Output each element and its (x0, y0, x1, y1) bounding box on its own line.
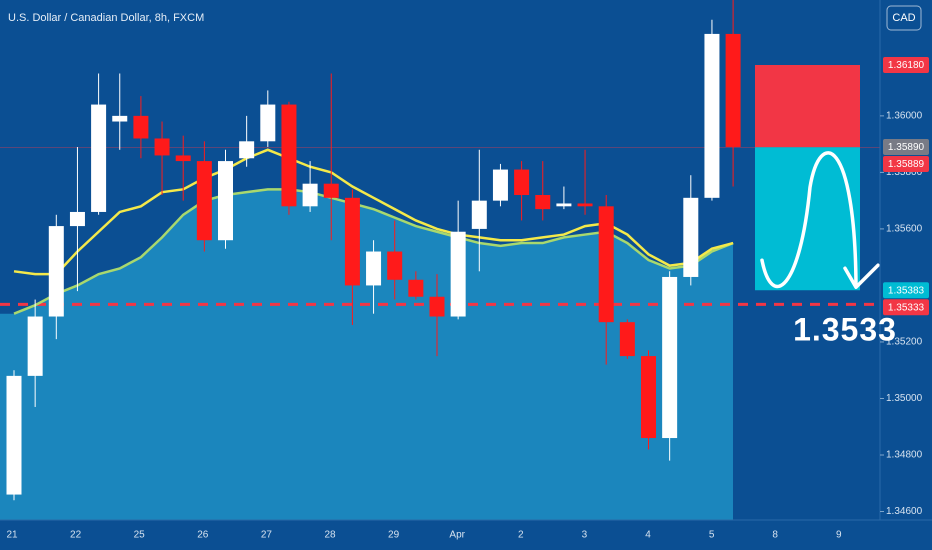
price-tag-label: 1.36180 (888, 60, 925, 71)
x-tick-label: 28 (324, 530, 336, 541)
stop-zone (755, 65, 860, 148)
candle-body (471, 200, 487, 229)
candle-body (323, 183, 339, 198)
y-tick-label: 1.35200 (886, 337, 923, 348)
x-tick-label: 26 (197, 530, 209, 541)
candle-body (133, 115, 149, 139)
currency-label[interactable]: CAD (892, 12, 915, 24)
x-tick-label: Apr (449, 530, 465, 541)
y-tick-label: 1.36000 (886, 111, 923, 122)
price-tag-box (883, 138, 929, 155)
x-tick-label: 9 (836, 530, 842, 541)
x-tick-label: 2 (518, 530, 524, 541)
x-tick-label: 5 (709, 530, 715, 541)
candle-body (408, 279, 424, 297)
x-tick-label: 27 (261, 530, 273, 541)
y-tick-label: 1.34600 (886, 506, 923, 517)
candle-body (492, 169, 508, 201)
candle-body (196, 161, 212, 241)
chart-title: U.S. Dollar / Canadian Dollar, 8h, FXCM (8, 12, 204, 24)
ma-area (0, 189, 734, 520)
x-tick-label: 25 (134, 530, 146, 541)
candle-body (535, 195, 551, 210)
x-tick-label: 22 (70, 530, 82, 541)
currency-button[interactable] (886, 5, 922, 31)
forecast-arrow (760, 151, 880, 289)
price-tag-label: 1.35890 (888, 142, 925, 153)
price-tag-label: 1.35889 (888, 159, 925, 170)
candle-body (91, 104, 107, 212)
candle-body (48, 226, 64, 317)
candle-body (112, 115, 128, 122)
candle-body (6, 375, 22, 495)
candle-body (218, 161, 233, 241)
y-tick-label: 1.34800 (886, 450, 923, 461)
candle-body (175, 155, 191, 162)
candle-body (725, 33, 741, 147)
candle-body (366, 251, 382, 286)
candle-body (429, 296, 445, 317)
x-tick-label: 8 (772, 530, 778, 541)
price-tag-box (883, 282, 929, 299)
y-tick-label: 1.35000 (886, 393, 923, 404)
x-tick-label: 3 (582, 530, 588, 541)
y-tick-label: 1.35800 (886, 167, 923, 178)
price-tag-box (883, 299, 929, 316)
plot-area (0, 0, 880, 520)
candle-body (239, 141, 255, 159)
x-tick-label: 29 (388, 530, 400, 541)
candle-body (556, 203, 572, 207)
price-tag-box (883, 57, 929, 73)
candle-body (302, 183, 318, 207)
candle-body (387, 251, 403, 280)
x-tick-label: 4 (645, 530, 651, 541)
candle-body (598, 206, 614, 323)
candle-body (577, 203, 593, 207)
candle-body (281, 104, 297, 207)
x-tick-label: 21 (6, 530, 18, 541)
candle-body (450, 231, 466, 317)
candle-body (662, 276, 678, 439)
candle-body (69, 211, 85, 227)
annotation: 1.3533 (793, 311, 897, 347)
candle-body (641, 356, 656, 439)
price-tag-box (883, 155, 929, 172)
price-tag-label: 1.35333 (888, 302, 925, 313)
candle-body (619, 322, 635, 357)
candle-body (514, 169, 530, 195)
candle-body (27, 316, 43, 376)
y-tick-label: 1.35600 (886, 224, 923, 235)
candle-body (344, 197, 360, 286)
candle-body (260, 104, 276, 142)
candle-body (683, 197, 699, 277)
candle-body (154, 138, 170, 156)
candle-body (704, 33, 720, 198)
price-tag-label: 1.35383 (888, 285, 925, 296)
